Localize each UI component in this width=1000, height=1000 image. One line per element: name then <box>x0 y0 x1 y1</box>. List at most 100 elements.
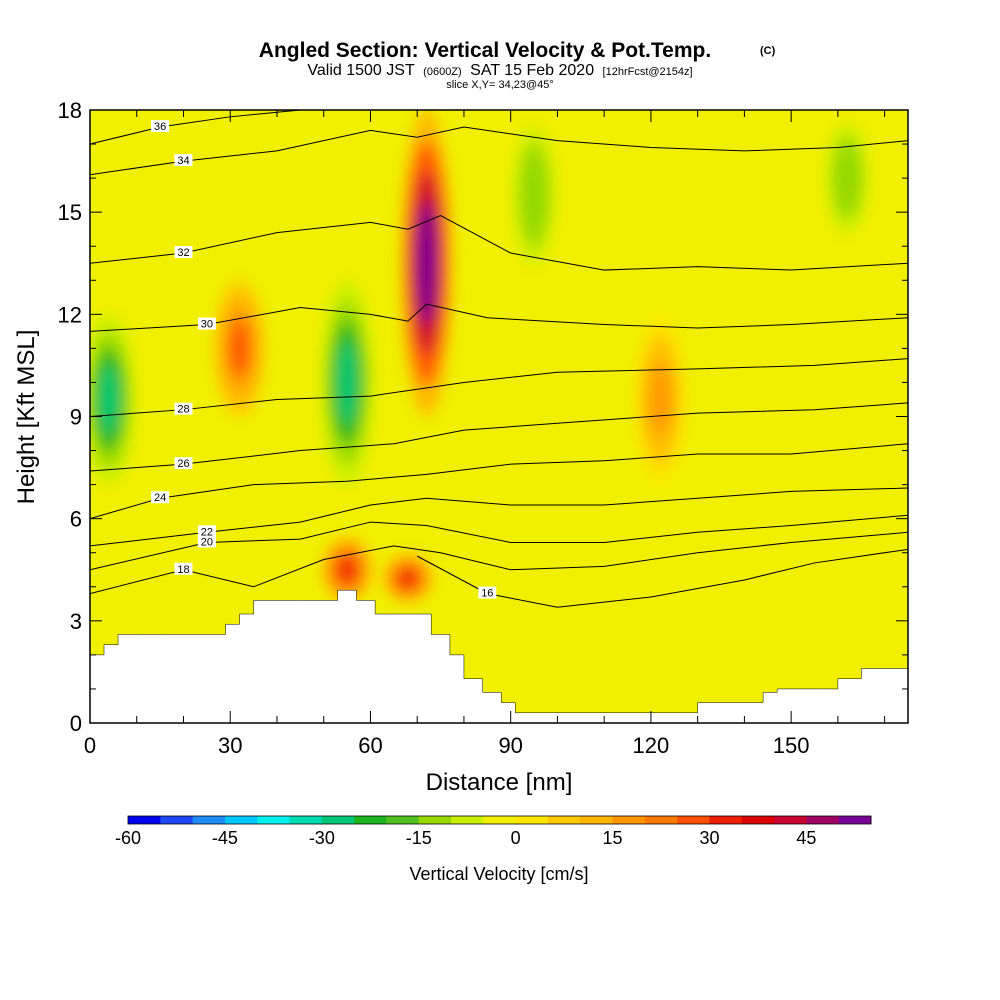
colorbar-swatch <box>354 816 387 824</box>
y-tick-label: 3 <box>70 609 82 634</box>
colorbar-tick-label: -15 <box>406 828 432 848</box>
plot-area <box>90 110 908 723</box>
colorbar-swatch <box>580 816 614 824</box>
subtitle-zulu-time: (0600Z) <box>423 66 462 78</box>
colorbar-tick-label: 30 <box>699 828 719 848</box>
theta-contour-32 <box>90 215 908 271</box>
chart-title-suffix: (C) <box>760 45 776 57</box>
updraft-core-5 <box>397 568 419 589</box>
subtitle-forecast: [12hrFcst@2154z] <box>603 66 693 78</box>
colorbar-swatch <box>224 816 258 824</box>
contour-label-28: 28 <box>174 402 193 416</box>
contour-label-18: 18 <box>174 562 193 576</box>
y-tick-label: 9 <box>70 405 82 430</box>
downdraft-core-2 <box>98 365 120 434</box>
contour-label-24: 24 <box>151 491 170 504</box>
svg-text:26: 26 <box>177 458 189 470</box>
theta-contour-22 <box>90 487 908 547</box>
colorbar-swatch <box>418 816 452 824</box>
colorbar-swatch <box>741 816 775 824</box>
y-axis-label: Height [Kft MSL] <box>13 330 40 505</box>
theta-contour-24 <box>90 443 908 520</box>
colorbar-tick-label: 15 <box>603 828 623 848</box>
chart-subtitle: Valid 1500 JST (0600Z) SAT 15 Feb 2020 [… <box>307 62 692 79</box>
downdraft-core-1 <box>336 341 358 424</box>
chart-title: Angled Section: Vertical Velocity & Pot.… <box>259 39 711 62</box>
y-tick-label: 6 <box>70 507 82 532</box>
y-tick-label: 12 <box>58 302 82 327</box>
x-tick-label: 150 <box>773 733 810 758</box>
colorbar-swatch <box>386 816 420 824</box>
colorbar-tick-label: 0 <box>511 828 521 848</box>
subtitle-valid-time: Valid 1500 JST <box>307 62 415 79</box>
colorbar-swatch <box>677 816 710 824</box>
svg-text:28: 28 <box>177 404 189 416</box>
theta-contour-28 <box>90 358 908 417</box>
svg-text:18: 18 <box>177 564 189 576</box>
updraft-core-3 <box>229 321 250 376</box>
y-tick-label: 0 <box>70 711 82 736</box>
svg-text:16: 16 <box>481 588 493 600</box>
updraft-core-0 <box>416 201 437 325</box>
theta-contour-34 <box>90 126 908 176</box>
colorbar-tick-label: -45 <box>212 828 238 848</box>
x-tick-label: 0 <box>84 733 96 758</box>
colorbar-swatch <box>160 816 194 824</box>
colorbar-swatch <box>774 816 807 824</box>
x-tick-label: 60 <box>358 733 382 758</box>
x-tick-label: 90 <box>498 733 522 758</box>
theta-contour-36 <box>90 110 301 145</box>
colorbar-swatch <box>257 816 291 824</box>
colorbar-swatch <box>515 816 549 824</box>
y-tick-label: 18 <box>58 98 82 123</box>
colorbar-label: Vertical Velocity [cm/s] <box>409 864 588 884</box>
slice-info: slice X,Y= 34,23@45° <box>446 79 554 91</box>
colorbar-tick-label: -30 <box>309 828 335 848</box>
x-axis: 0 30 60 90 120 150 <box>84 110 886 758</box>
contour-label-32: 32 <box>174 246 193 259</box>
x-tick-label: 120 <box>633 733 670 758</box>
y-tick-label: 15 <box>58 200 82 225</box>
theta-contour-18 <box>90 531 908 595</box>
contour-label-34: 34 <box>174 154 193 167</box>
contour-label-30: 30 <box>197 317 216 331</box>
colorbar-swatch <box>451 816 484 824</box>
x-tick-label: 30 <box>218 733 242 758</box>
colorbar-swatch <box>644 816 678 824</box>
colorbar-swatch <box>612 816 646 824</box>
downdraft-core-7 <box>836 150 858 206</box>
terrain-mask <box>90 589 908 723</box>
colorbar-tick-label: -60 <box>115 828 141 848</box>
colorbar-swatch <box>838 816 872 824</box>
colorbar: -60 -45 -30 -15 0 15 30 45 <box>115 815 872 848</box>
colorbar-swatch <box>709 816 743 824</box>
svg-text:20: 20 <box>201 537 213 549</box>
svg-text:30: 30 <box>201 319 213 331</box>
colorbar-swatch <box>289 816 323 824</box>
svg-text:36: 36 <box>154 121 166 133</box>
contour-label-26: 26 <box>174 457 193 470</box>
subtitle-date: SAT 15 Feb 2020 <box>470 62 594 79</box>
contour-label-36: 36 <box>151 120 170 133</box>
updraft-core-8 <box>649 365 671 434</box>
colorbar-swatch <box>321 816 355 824</box>
contour-label-20: 20 <box>197 535 216 549</box>
theta-contour-20 <box>90 514 908 571</box>
plot-background <box>90 110 908 723</box>
colorbar-swatch <box>806 816 840 824</box>
theta-contour-26 <box>90 402 908 472</box>
theta-contour-30 <box>90 303 908 332</box>
colorbar-tick-label: 45 <box>796 828 816 848</box>
colorbar-swatch <box>128 816 161 824</box>
colorbar-swatch <box>483 816 517 824</box>
svg-text:22: 22 <box>201 526 213 538</box>
svg-text:34: 34 <box>177 155 189 167</box>
contour-label-16: 16 <box>478 586 497 600</box>
svg-text:32: 32 <box>177 247 189 259</box>
colorbar-swatch <box>547 816 581 824</box>
contour-label-22: 22 <box>197 525 216 538</box>
updraft-core-4 <box>336 556 358 584</box>
downdraft-core-6 <box>523 161 545 230</box>
